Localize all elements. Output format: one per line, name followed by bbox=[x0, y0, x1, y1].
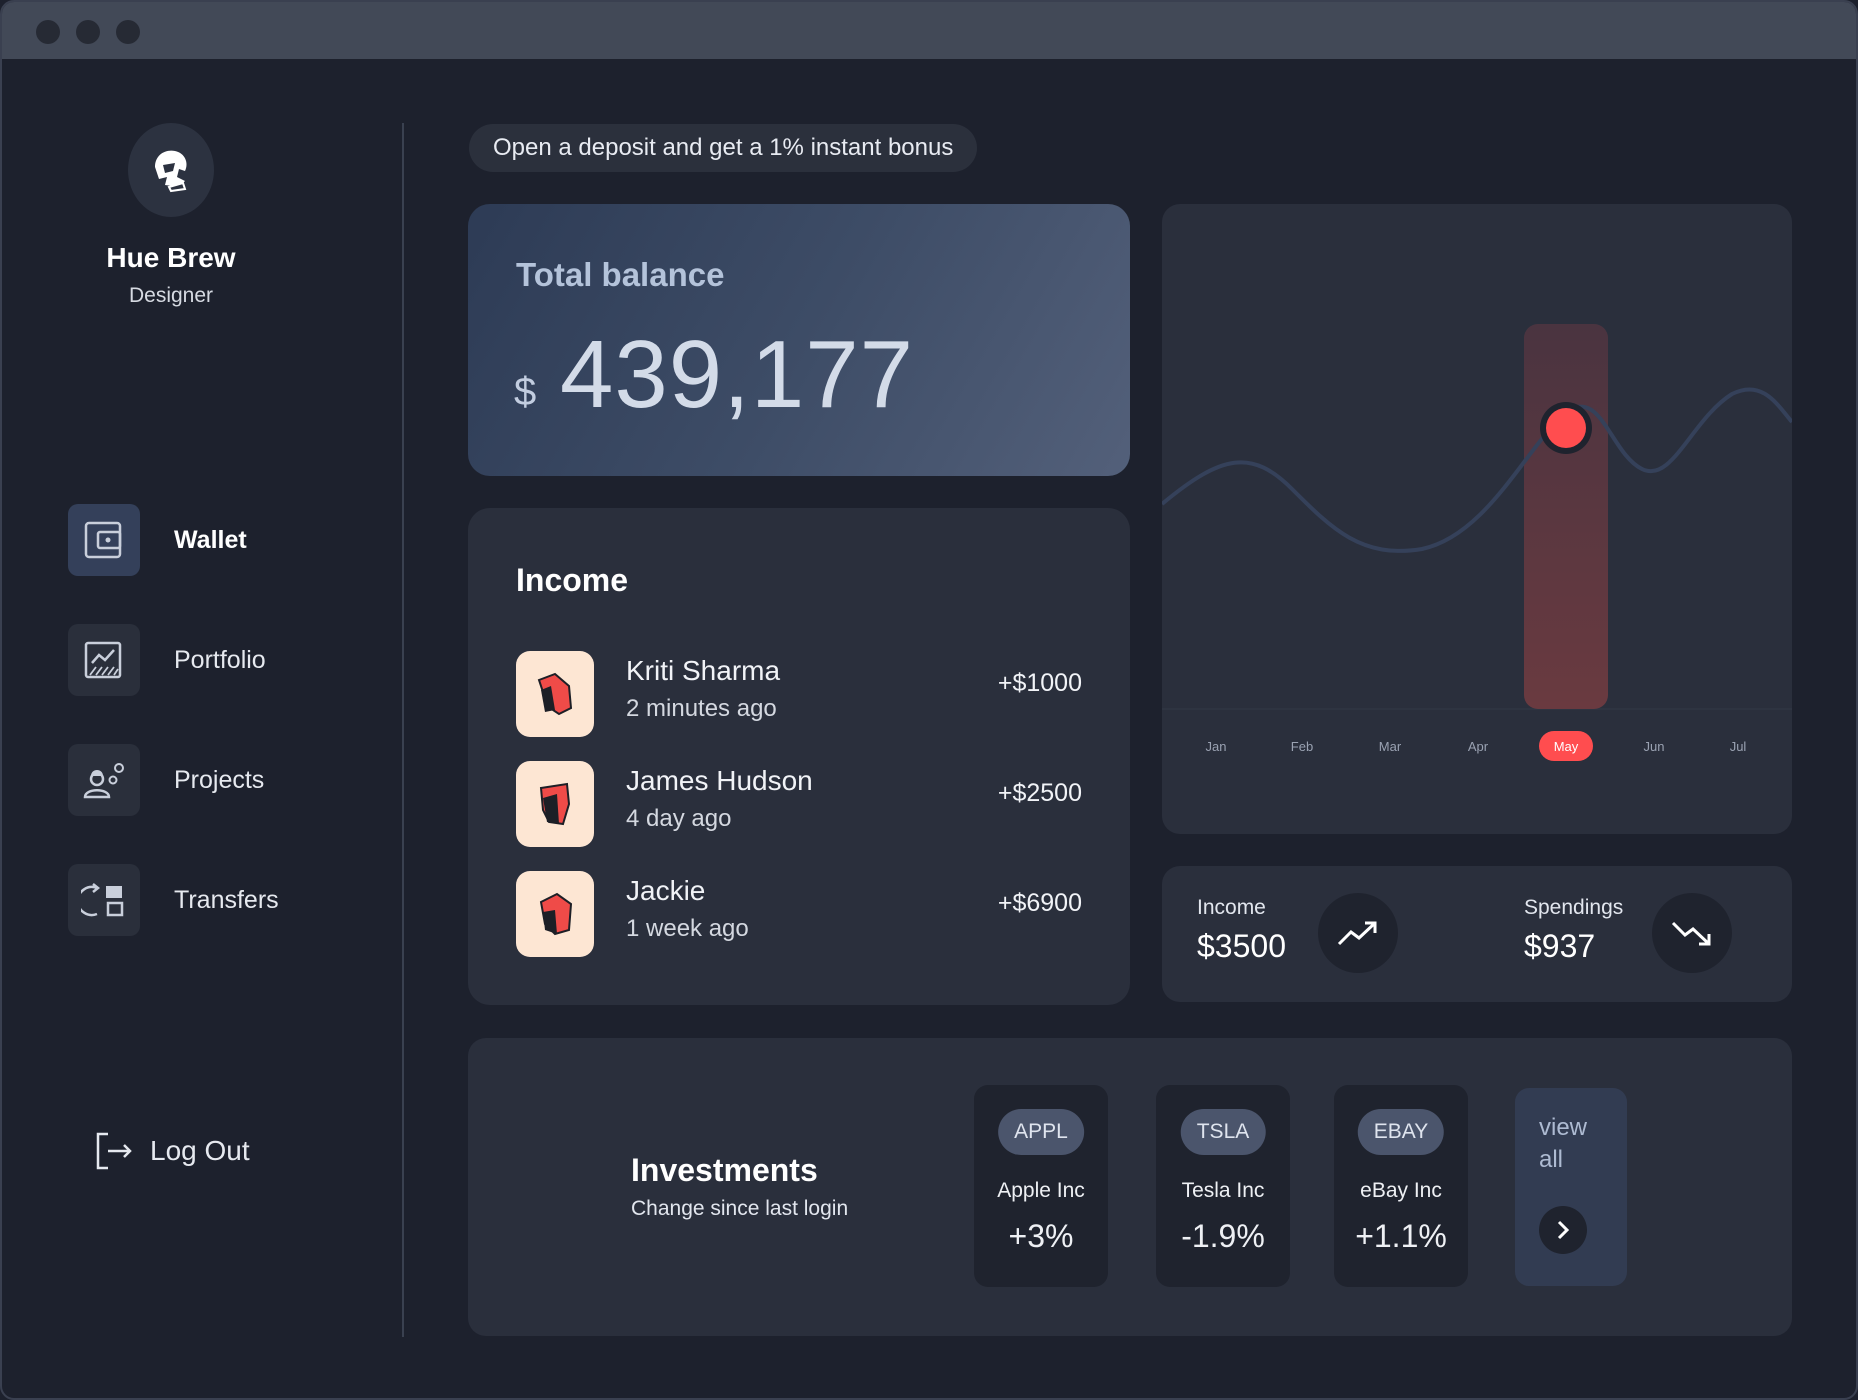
income-amount: +$2500 bbox=[997, 779, 1082, 807]
chart-tick-label: Feb bbox=[1291, 739, 1313, 754]
chevron-right-icon[interactable] bbox=[1539, 1206, 1587, 1254]
balance-amount: 439,177 bbox=[560, 321, 915, 428]
stock-ticker: TSLA bbox=[1180, 1109, 1266, 1155]
sidebar-item-portfolio[interactable]: Portfolio bbox=[68, 624, 368, 696]
spendings-stat-label: Spendings bbox=[1524, 896, 1624, 919]
stock-change: +1.1% bbox=[1355, 1218, 1447, 1254]
stock-change: -1.9% bbox=[1181, 1218, 1265, 1254]
trend-up-icon[interactable] bbox=[1318, 893, 1398, 973]
income-stat-value: $3500 bbox=[1197, 928, 1286, 964]
income-time: 1 week ago bbox=[626, 915, 749, 942]
income-stat-label: Income bbox=[1197, 896, 1266, 919]
avatar bbox=[516, 651, 594, 737]
investments-card: Investments Change since last login APPL… bbox=[468, 1038, 1792, 1336]
view-all-button[interactable]: view all bbox=[1515, 1088, 1627, 1286]
chart-selected-tick-pill bbox=[1539, 731, 1593, 761]
income-title: Income bbox=[516, 562, 629, 598]
stock-name: Tesla Inc bbox=[1181, 1179, 1265, 1202]
income-row[interactable]: Kriti Sharma 2 minutes ago +$1000 bbox=[516, 651, 1082, 737]
sidebar-item-label: Wallet bbox=[174, 525, 247, 554]
helmet-avatar-icon bbox=[155, 150, 187, 193]
minimize-window-button[interactable] bbox=[76, 20, 100, 44]
income-name: Kriti Sharma bbox=[626, 655, 781, 686]
investments-title: Investments bbox=[631, 1152, 818, 1188]
income-name: James Hudson bbox=[626, 765, 813, 796]
sidebar-item-label: Portfolio bbox=[174, 645, 266, 674]
trend-down-icon[interactable] bbox=[1652, 893, 1732, 973]
income-card: Income Kriti Sharma 2 minutes ago +$1000… bbox=[468, 508, 1130, 1005]
stock-name: eBay Inc bbox=[1360, 1179, 1442, 1202]
sidebar-divider bbox=[402, 123, 404, 1337]
income-amount: +$1000 bbox=[997, 669, 1082, 697]
logout-button[interactable]: Log Out bbox=[94, 1130, 250, 1172]
stock-card-appl[interactable]: APPL Apple Inc +3% bbox=[974, 1085, 1108, 1287]
maximize-window-button[interactable] bbox=[116, 20, 140, 44]
avatar[interactable] bbox=[128, 123, 214, 217]
balance-title: Total balance bbox=[516, 256, 725, 293]
sidebar-item-transfers[interactable]: Transfers bbox=[68, 864, 368, 936]
stock-name: Apple Inc bbox=[997, 1179, 1085, 1202]
income-amount: +$6900 bbox=[997, 889, 1082, 917]
logout-label: Log Out bbox=[150, 1135, 250, 1166]
balance-currency: $ bbox=[514, 370, 537, 414]
spendings-stat-value: $937 bbox=[1524, 928, 1596, 964]
promo-banner[interactable]: Open a deposit and get a 1% instant bonu… bbox=[469, 124, 978, 172]
chart-highlight-column bbox=[1524, 324, 1608, 709]
chart-point-selected bbox=[1546, 408, 1586, 448]
stock-ticker: APPL bbox=[998, 1109, 1084, 1155]
profile-name: Hue Brew bbox=[106, 242, 236, 273]
income-row[interactable]: Jackie 1 week ago +$6900 bbox=[516, 871, 1082, 957]
stock-card-tsla[interactable]: TSLA Tesla Inc -1.9% bbox=[1156, 1085, 1290, 1287]
sidebar-item-wallet[interactable]: Wallet bbox=[68, 504, 368, 576]
investments-subtitle: Change since last login bbox=[631, 1197, 849, 1220]
view-all-label: view all bbox=[1539, 1114, 1588, 1173]
income-name: Jackie bbox=[626, 875, 706, 906]
sidebar-item-label: Projects bbox=[174, 765, 265, 794]
chart-tick-label: Apr bbox=[1468, 739, 1489, 754]
chart-tick-label: Jun bbox=[1644, 739, 1665, 754]
close-window-button[interactable] bbox=[36, 20, 60, 44]
chart-tick-label: Mar bbox=[1379, 739, 1402, 754]
balance-chart: Jan Feb Mar Apr May Jun Jul bbox=[1162, 204, 1792, 834]
avatar bbox=[516, 761, 594, 847]
logout-icon bbox=[96, 1132, 132, 1170]
chart-tick-label: Jan bbox=[1206, 739, 1227, 754]
user-gear-icon bbox=[68, 744, 140, 816]
chart-canvas: Jan Feb Mar Apr May Jun Jul bbox=[1162, 324, 1792, 761]
transfer-icon bbox=[68, 864, 140, 936]
income-time: 4 day ago bbox=[626, 805, 732, 832]
balance-card: Total balance $ 439,177 bbox=[468, 204, 1130, 476]
wallet-icon bbox=[68, 504, 140, 576]
stats-card: Income $3500 Spendings $937 bbox=[1162, 866, 1792, 1002]
income-time: 2 minutes ago bbox=[626, 695, 777, 722]
chart-series-line bbox=[1162, 387, 1792, 553]
sidebar-item-label: Transfers bbox=[174, 885, 279, 914]
stock-card-ebay[interactable]: EBAY eBay Inc +1.1% bbox=[1334, 1085, 1468, 1287]
sidebar-item-projects[interactable]: Projects bbox=[68, 744, 368, 816]
stock-change: +3% bbox=[1008, 1218, 1074, 1254]
chart-tick-label: May bbox=[1554, 739, 1579, 754]
income-row[interactable]: James Hudson 4 day ago +$2500 bbox=[516, 761, 1082, 847]
stock-ticker: EBAY bbox=[1357, 1109, 1445, 1155]
profile-role: Designer bbox=[128, 284, 214, 307]
chart-icon bbox=[68, 624, 140, 696]
chart-tick-label: Jul bbox=[1730, 739, 1747, 754]
avatar bbox=[516, 871, 594, 957]
title-bar bbox=[2, 2, 1856, 59]
